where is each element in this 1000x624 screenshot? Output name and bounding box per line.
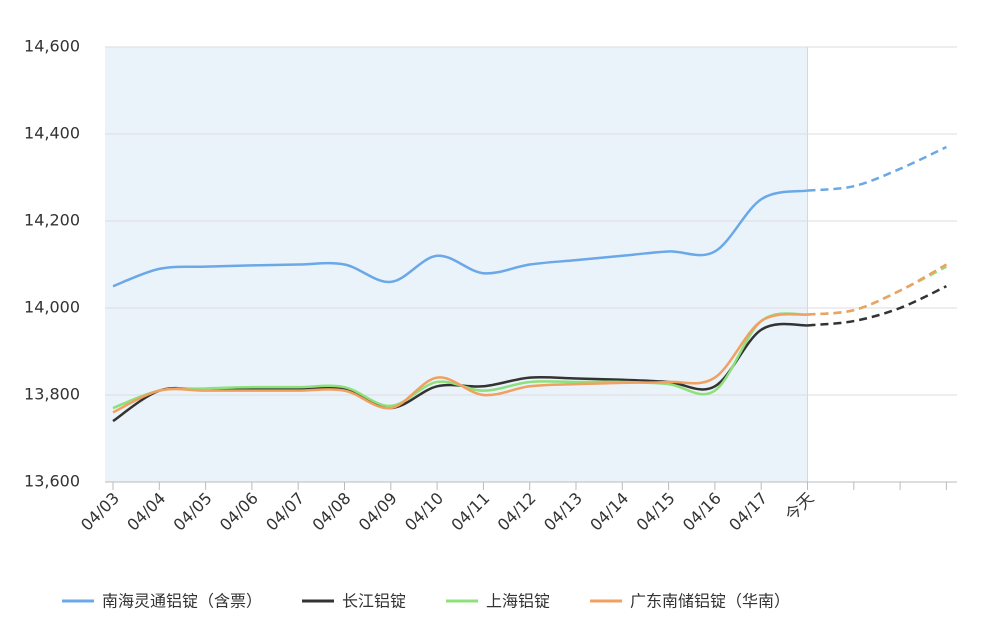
x-tick-label: 04/03	[77, 489, 123, 535]
x-tick-label: 今天	[781, 489, 817, 525]
y-tick-label: 13,800	[24, 385, 80, 404]
x-tick-label: 04/15	[633, 489, 679, 535]
series-forecast-line	[807, 265, 947, 316]
series-forecast-line	[807, 145, 947, 192]
x-tick-label: 04/05	[170, 489, 216, 535]
x-tick-label: 04/17	[725, 489, 771, 535]
x-tick-label: 04/10	[401, 489, 447, 535]
y-tick-label: 14,000	[24, 298, 80, 317]
legend-label: 广东南储铝锭（华南）	[630, 592, 790, 611]
x-tick-label: 04/13	[540, 489, 586, 535]
x-tick-label: 04/07	[262, 489, 308, 535]
legend-label: 南海灵通铝锭（含票）	[102, 592, 262, 611]
y-tick-label: 14,600	[24, 37, 80, 56]
series-forecast-line	[807, 285, 947, 327]
series-forecast-line	[807, 263, 948, 316]
x-tick-label: 04/08	[308, 489, 354, 535]
x-tick-label: 04/04	[123, 489, 169, 535]
history-shade	[105, 47, 808, 482]
x-tick-label: 04/11	[447, 489, 493, 535]
x-tick-label: 04/06	[216, 489, 262, 535]
y-tick-label: 14,200	[24, 211, 80, 230]
x-tick-label: 04/09	[355, 489, 401, 535]
series-line	[112, 313, 808, 414]
legend-label: 上海铝锭	[486, 592, 550, 611]
x-tick-label: 04/16	[679, 489, 725, 535]
series-line	[112, 189, 808, 288]
y-tick-label: 13,600	[24, 472, 80, 491]
x-tick-label: 04/12	[494, 489, 540, 535]
y-tick-label: 14,400	[24, 124, 80, 143]
x-tick-label: 04/14	[586, 489, 632, 535]
legend-label: 长江铝锭	[342, 592, 406, 611]
